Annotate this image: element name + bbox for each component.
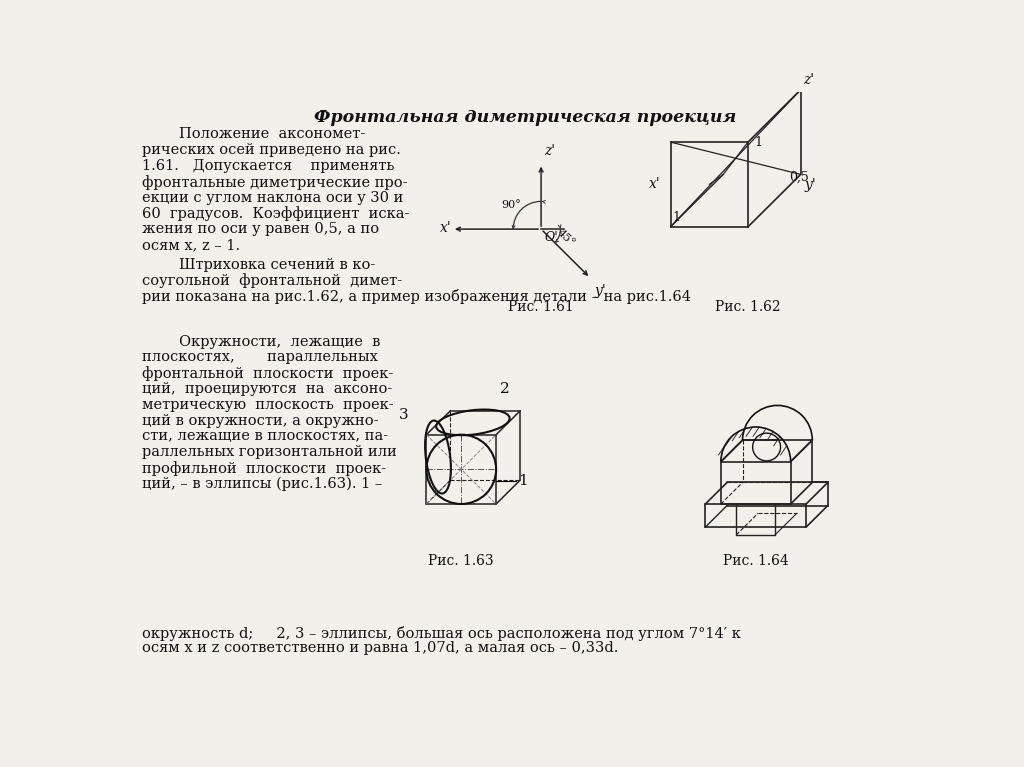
Text: 1: 1 <box>518 474 527 488</box>
Text: z': z' <box>803 74 814 87</box>
Text: O': O' <box>544 232 558 245</box>
Text: Фронтальная диметрическая проекция: Фронтальная диметрическая проекция <box>313 109 736 126</box>
Text: Окружности,  лежащие  в: Окружности, лежащие в <box>142 334 380 348</box>
Text: Рис. 1.64: Рис. 1.64 <box>723 554 788 568</box>
Text: метрическую  плоскость  проек-: метрическую плоскость проек- <box>142 398 393 412</box>
Text: z': z' <box>544 144 555 158</box>
Text: 1: 1 <box>673 211 681 224</box>
Text: соугольной  фронтальной  димет-: соугольной фронтальной димет- <box>142 273 402 288</box>
Text: Рис. 1.61: Рис. 1.61 <box>508 300 573 314</box>
Text: окружность d;     2, 3 – эллипсы, большая ось расположена под углом 7°14′ к: окружность d; 2, 3 – эллипсы, большая ос… <box>142 626 740 640</box>
Text: 2: 2 <box>500 382 510 396</box>
Text: ций, – в эллипсы (рис.1.63). 1 –: ций, – в эллипсы (рис.1.63). 1 – <box>142 476 382 491</box>
Text: 45°: 45° <box>555 227 577 248</box>
Text: рии показана на рис.1.62, а пример изображения детали – на рис.1.64: рии показана на рис.1.62, а пример изобр… <box>142 289 691 304</box>
Text: Штриховка сечений в ко-: Штриховка сечений в ко- <box>142 258 375 272</box>
Text: фронтальные диметрические про-: фронтальные диметрические про- <box>142 175 408 189</box>
Text: 3: 3 <box>399 407 409 422</box>
Text: y': y' <box>805 178 816 193</box>
Text: екции с углом наклона оси y 30 и: екции с углом наклона оси y 30 и <box>142 191 403 205</box>
Text: профильной  плоскости  проек-: профильной плоскости проек- <box>142 461 386 476</box>
Text: Положение  аксономет-: Положение аксономет- <box>142 127 366 141</box>
Text: ций,  проецируются  на  аксоно-: ций, проецируются на аксоно- <box>142 382 392 396</box>
Text: раллельных горизонтальной или: раллельных горизонтальной или <box>142 445 397 459</box>
Text: 1: 1 <box>755 136 762 149</box>
Text: фронтальной  плоскости  проек-: фронтальной плоскости проек- <box>142 366 393 381</box>
Text: ций в окружности, а окружно-: ций в окружности, а окружно- <box>142 413 379 427</box>
Text: Рис. 1.63: Рис. 1.63 <box>428 554 494 568</box>
Text: x': x' <box>440 221 452 235</box>
Text: y': y' <box>594 285 606 298</box>
Text: 0,5: 0,5 <box>790 170 809 183</box>
Text: сти, лежащие в плоскостях, па-: сти, лежащие в плоскостях, па- <box>142 430 388 443</box>
Text: плоскостях,       параллельных: плоскостях, параллельных <box>142 351 378 364</box>
Text: 1.61.   Допускается    применять: 1.61. Допускается применять <box>142 159 394 173</box>
Text: осям x, z – 1.: осям x, z – 1. <box>142 238 240 252</box>
Text: 90°: 90° <box>501 199 520 209</box>
Text: Рис. 1.62: Рис. 1.62 <box>715 300 781 314</box>
Text: x': x' <box>649 177 660 192</box>
Text: осям x и z соответственно и равна 1,07d, а малая ось – 0,33d.: осям x и z соответственно и равна 1,07d,… <box>142 641 618 656</box>
Text: 60  градусов.  Коэффициент  иска-: 60 градусов. Коэффициент иска- <box>142 206 410 221</box>
Text: жения по оси y равен 0,5, а по: жения по оси y равен 0,5, а по <box>142 222 379 236</box>
Text: рических осей приведено на рис.: рических осей приведено на рис. <box>142 143 400 157</box>
